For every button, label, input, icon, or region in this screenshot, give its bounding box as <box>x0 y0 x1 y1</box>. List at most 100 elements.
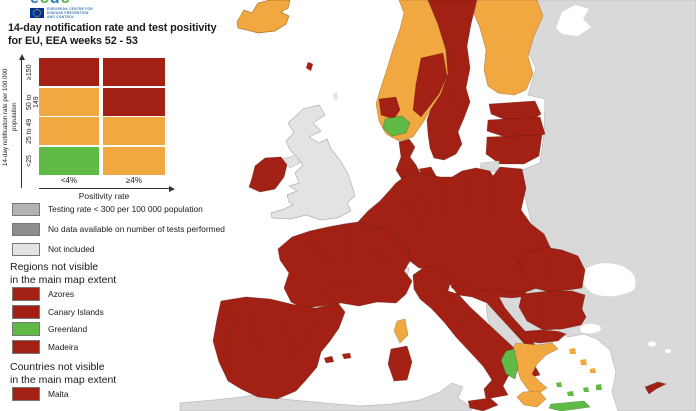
regions-not-visible-list: Azores Canary Islands Greenland Madeira <box>12 287 104 358</box>
region-aegean-island <box>556 382 562 387</box>
region-finland <box>473 0 544 96</box>
legend-swatch <box>12 242 40 256</box>
map-title-line1: 14-day notification rate and test positi… <box>8 22 217 34</box>
ecdc-logo-wordmark: ecdc <box>30 0 93 7</box>
region-aegean-island <box>583 387 589 392</box>
white-sea <box>556 5 591 36</box>
region-peloponnese <box>516 390 547 408</box>
matrix-row-label: ≥150 <box>26 64 33 80</box>
matrix-cell <box>103 146 165 175</box>
region-greece-west <box>500 348 519 380</box>
region-northern-ireland <box>282 154 301 169</box>
legend-label: Malta <box>48 389 69 399</box>
sea-of-marmara <box>580 323 601 334</box>
list-item: Azores <box>12 287 104 301</box>
matrix-cell <box>39 58 99 86</box>
y-axis-arrow-icon <box>18 54 25 60</box>
x-axis-arrow-icon <box>169 185 175 192</box>
region-crete <box>548 400 591 411</box>
region-rhodes <box>596 384 602 390</box>
legend-panel: ecdc EUROPEAN CENTRE FOR DISEASE PREVENT… <box>0 0 244 411</box>
matrix-col-label: ≥4% <box>126 176 142 185</box>
region-aegean-island <box>569 348 576 354</box>
matrix-cell <box>103 87 165 116</box>
region-sardinia <box>387 345 413 382</box>
matrix-cell <box>39 146 99 175</box>
legend-label: Greenland <box>48 324 88 334</box>
internal-borders <box>225 39 553 381</box>
legend-label: Testing rate < 300 per 100 000 populatio… <box>48 204 203 214</box>
region-sweden <box>426 0 478 161</box>
matrix-cell <box>103 117 165 145</box>
x-axis-line <box>39 188 169 189</box>
region-sicily <box>467 397 499 411</box>
region-north-africa <box>179 382 473 411</box>
region-greece-north <box>514 329 567 344</box>
region-norway-southeast <box>412 52 448 118</box>
region-cyprus <box>644 381 667 395</box>
eu-flag-icon <box>30 8 44 18</box>
region-balearic-islands <box>324 356 334 363</box>
logo-letter: e <box>30 0 40 7</box>
region-aegean-island <box>580 359 587 365</box>
matrix-col-label: <4% <box>60 176 78 185</box>
region-aegean-island <box>567 391 574 396</box>
ecdc-logo: ecdc EUROPEAN CENTRE FOR DISEASE PREVENT… <box>30 0 93 19</box>
region-romania <box>517 246 586 293</box>
region-ireland <box>248 156 288 193</box>
region-france <box>277 221 413 309</box>
countries-not-visible-heading: Countries not visible in the main map ex… <box>10 361 116 386</box>
legend-swatch <box>12 304 40 319</box>
legend-swatch <box>12 222 40 236</box>
heading-line: in the main map extent <box>10 373 117 386</box>
turkey-lake <box>665 349 671 353</box>
logo-letter: c <box>61 0 71 7</box>
map-title-line2: for EU, EEA weeks 52 - 53 <box>8 35 138 47</box>
logo-text-line: DISEASE PREVENTION <box>47 10 89 15</box>
legend-item: Testing rate < 300 per 100 000 populatio… <box>12 202 225 216</box>
legend-swatch <box>12 202 40 216</box>
matrix-cell <box>39 117 99 145</box>
list-item: Canary Islands <box>12 304 104 319</box>
region-aegean-island <box>590 368 596 373</box>
matrix-legend-grid <box>39 58 165 175</box>
logo-text-line: AND CONTROL <box>47 14 75 19</box>
heading-line: Countries not visible <box>10 361 105 373</box>
black-sea <box>581 263 636 297</box>
region-iberia <box>212 296 346 400</box>
legend-label: Canary Islands <box>48 306 104 317</box>
y-axis-line <box>21 60 22 188</box>
matrix-col-labels: <4% ≥4% <box>39 176 165 185</box>
list-item: Madeira <box>12 339 104 354</box>
logo-letter: d <box>50 0 61 7</box>
list-item: Greenland <box>12 322 104 336</box>
legend-label: Not included <box>48 244 95 254</box>
legend-label: No data available on number of tests per… <box>48 224 225 234</box>
legend-item: Not included <box>12 242 225 256</box>
turkey-lake <box>648 341 656 347</box>
legend-label: Azores <box>48 289 75 299</box>
legend-item: No data available on number of tests per… <box>12 222 225 236</box>
legend-swatch <box>12 322 40 336</box>
logo-text-line: EUROPEAN CENTRE FOR <box>47 7 93 11</box>
countries-not-visible-list: Malta <box>12 387 69 406</box>
legend-swatch <box>12 339 40 354</box>
matrix-row-label: <25 <box>26 154 33 167</box>
region-shetland <box>333 92 338 100</box>
ecdc-logo-text: EUROPEAN CENTRE FOR DISEASE PREVENTION A… <box>47 7 93 19</box>
heading-line: Regions not visible <box>10 261 99 273</box>
region-norway-southwest <box>378 96 401 120</box>
regions-not-visible-heading: Regions not visible in the main map exte… <box>10 261 116 286</box>
matrix-x-axis-label: Positivity rate <box>78 191 130 201</box>
region-balearic-islands <box>342 353 351 359</box>
matrix-cell <box>103 58 165 86</box>
status-legend: Testing rate < 300 per 100 000 populatio… <box>12 202 225 263</box>
matrix-row-label: 25 to 49 <box>26 118 33 144</box>
region-norway-south-tip <box>382 115 411 137</box>
matrix-row-labels: ≥150 50 to 149 25 to 49 <25 <box>26 58 40 176</box>
region-corsica <box>393 318 409 344</box>
matrix-cell <box>39 87 99 116</box>
region-lithuania <box>485 134 543 165</box>
